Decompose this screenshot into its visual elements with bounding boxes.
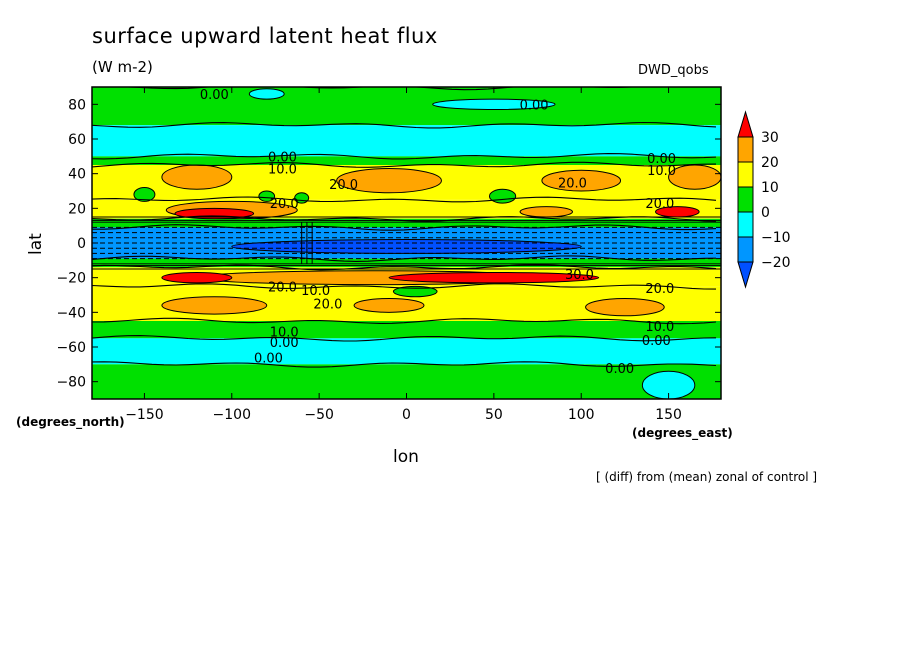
y-tick-label: −80: [56, 375, 86, 391]
contour-band: [92, 87, 721, 126]
x-tick-label: 100: [568, 407, 595, 423]
y-tick-label: −60: [56, 340, 86, 356]
colorbar-segment: [737, 136, 754, 163]
contour-label: 10.0: [645, 320, 674, 335]
contour-label: 20.0: [268, 280, 297, 295]
contour-anomaly: [161, 164, 233, 190]
x-tick-label: 50: [485, 407, 503, 423]
contour-line: [92, 224, 717, 231]
contour-anomaly: [432, 98, 556, 111]
contour-anomaly: [353, 297, 425, 313]
contour-anomaly: [388, 271, 600, 284]
contour-line: [92, 317, 717, 325]
x-tick-label: −150: [125, 407, 163, 423]
dataset-label: DWD_qobs: [638, 63, 709, 78]
contour-label: 10.0: [647, 164, 676, 179]
contour-band: [92, 338, 721, 365]
contour-anomaly: [519, 206, 573, 218]
contour-anomaly: [133, 187, 156, 202]
colorbar-segment: [737, 211, 754, 238]
contour-anomaly: [248, 88, 285, 100]
colorbar-triangle-top: [737, 110, 754, 138]
colorbar-label: 10: [761, 180, 779, 196]
contour-label: 20.0: [270, 197, 299, 212]
contour-line: [92, 255, 717, 262]
contour-anomaly: [161, 296, 268, 315]
x-tick-label: −50: [304, 407, 334, 423]
y-axis-units: (degrees_north): [16, 415, 125, 429]
contour-anomaly: [668, 164, 721, 190]
colorbar-triangle-bottom: [737, 261, 754, 289]
contour-line: [92, 263, 717, 271]
contour-label: 30.0: [565, 268, 594, 283]
contour-line: [92, 283, 717, 290]
contour-label: 0.00: [254, 351, 283, 366]
chart-title: surface upward latent heat flux: [92, 24, 438, 48]
contour-label: 10.0: [301, 284, 330, 299]
contour-band: [92, 218, 721, 228]
colorbar-label: −20: [761, 255, 791, 271]
contour-label: 10.0: [268, 162, 297, 177]
contour-label: 10.0: [270, 325, 299, 340]
contour-line: [92, 335, 717, 342]
y-tick-label: 20: [68, 201, 86, 217]
contour-line: [92, 153, 717, 160]
contour-label: 0.00: [647, 152, 676, 167]
x-tick-label: 150: [655, 407, 682, 423]
y-tick-label: 80: [68, 97, 86, 113]
contour-label: 0.00: [200, 88, 229, 103]
contour-band: [92, 125, 721, 157]
y-tick-label: −40: [56, 305, 86, 321]
footnote: [ (diff) from (mean) zonal of control ]: [596, 470, 818, 484]
contour-anomaly: [231, 239, 582, 254]
colorbar-label: 20: [761, 155, 779, 171]
colorbar-segment: [737, 161, 754, 188]
x-axis-units: (degrees_east): [632, 426, 733, 440]
x-axis-label: lon: [393, 447, 419, 467]
contour-band: [92, 156, 721, 165]
contour-anomaly: [585, 297, 665, 317]
chart-units: (W m-2): [92, 58, 153, 76]
colorbar-label: 30: [761, 130, 779, 146]
colorbar-segment: [737, 236, 754, 263]
contour-anomaly: [392, 285, 438, 298]
y-tick-label: −20: [56, 271, 86, 287]
x-tick-label: −100: [213, 407, 251, 423]
contour-line: [92, 161, 717, 168]
contour-anomaly: [161, 271, 233, 284]
contour-anomaly: [488, 188, 517, 204]
contour-label: 0.00: [268, 150, 297, 165]
y-tick-label: 40: [68, 167, 86, 183]
contour-anomaly: [541, 169, 622, 192]
contour-label: 0.00: [605, 362, 634, 377]
contour-label: 0.00: [270, 336, 299, 351]
x-tick-label: 0: [402, 407, 411, 423]
colorbar-label: −10: [761, 230, 791, 246]
contour-label: 0.00: [642, 334, 671, 349]
contour-label: 20.0: [645, 282, 674, 297]
contour-line: [92, 361, 717, 368]
contour-label: 0.00: [520, 98, 549, 113]
contour-label: 20.0: [645, 197, 674, 212]
contour-line: [92, 121, 717, 129]
colorbar-label: 0: [761, 205, 770, 221]
y-tick-label: 60: [68, 132, 86, 148]
contour-label: 20.0: [313, 298, 342, 313]
colorbar-segment: [737, 186, 754, 213]
contour-anomaly: [336, 167, 442, 194]
contour-line: [92, 196, 717, 203]
contour-anomaly: [258, 190, 276, 202]
contour-label: 20.0: [329, 178, 358, 193]
contour-label: 20.0: [558, 176, 587, 191]
y-tick-label: 0: [77, 236, 86, 252]
contour-band: [92, 321, 721, 339]
contour-band: [92, 258, 721, 268]
